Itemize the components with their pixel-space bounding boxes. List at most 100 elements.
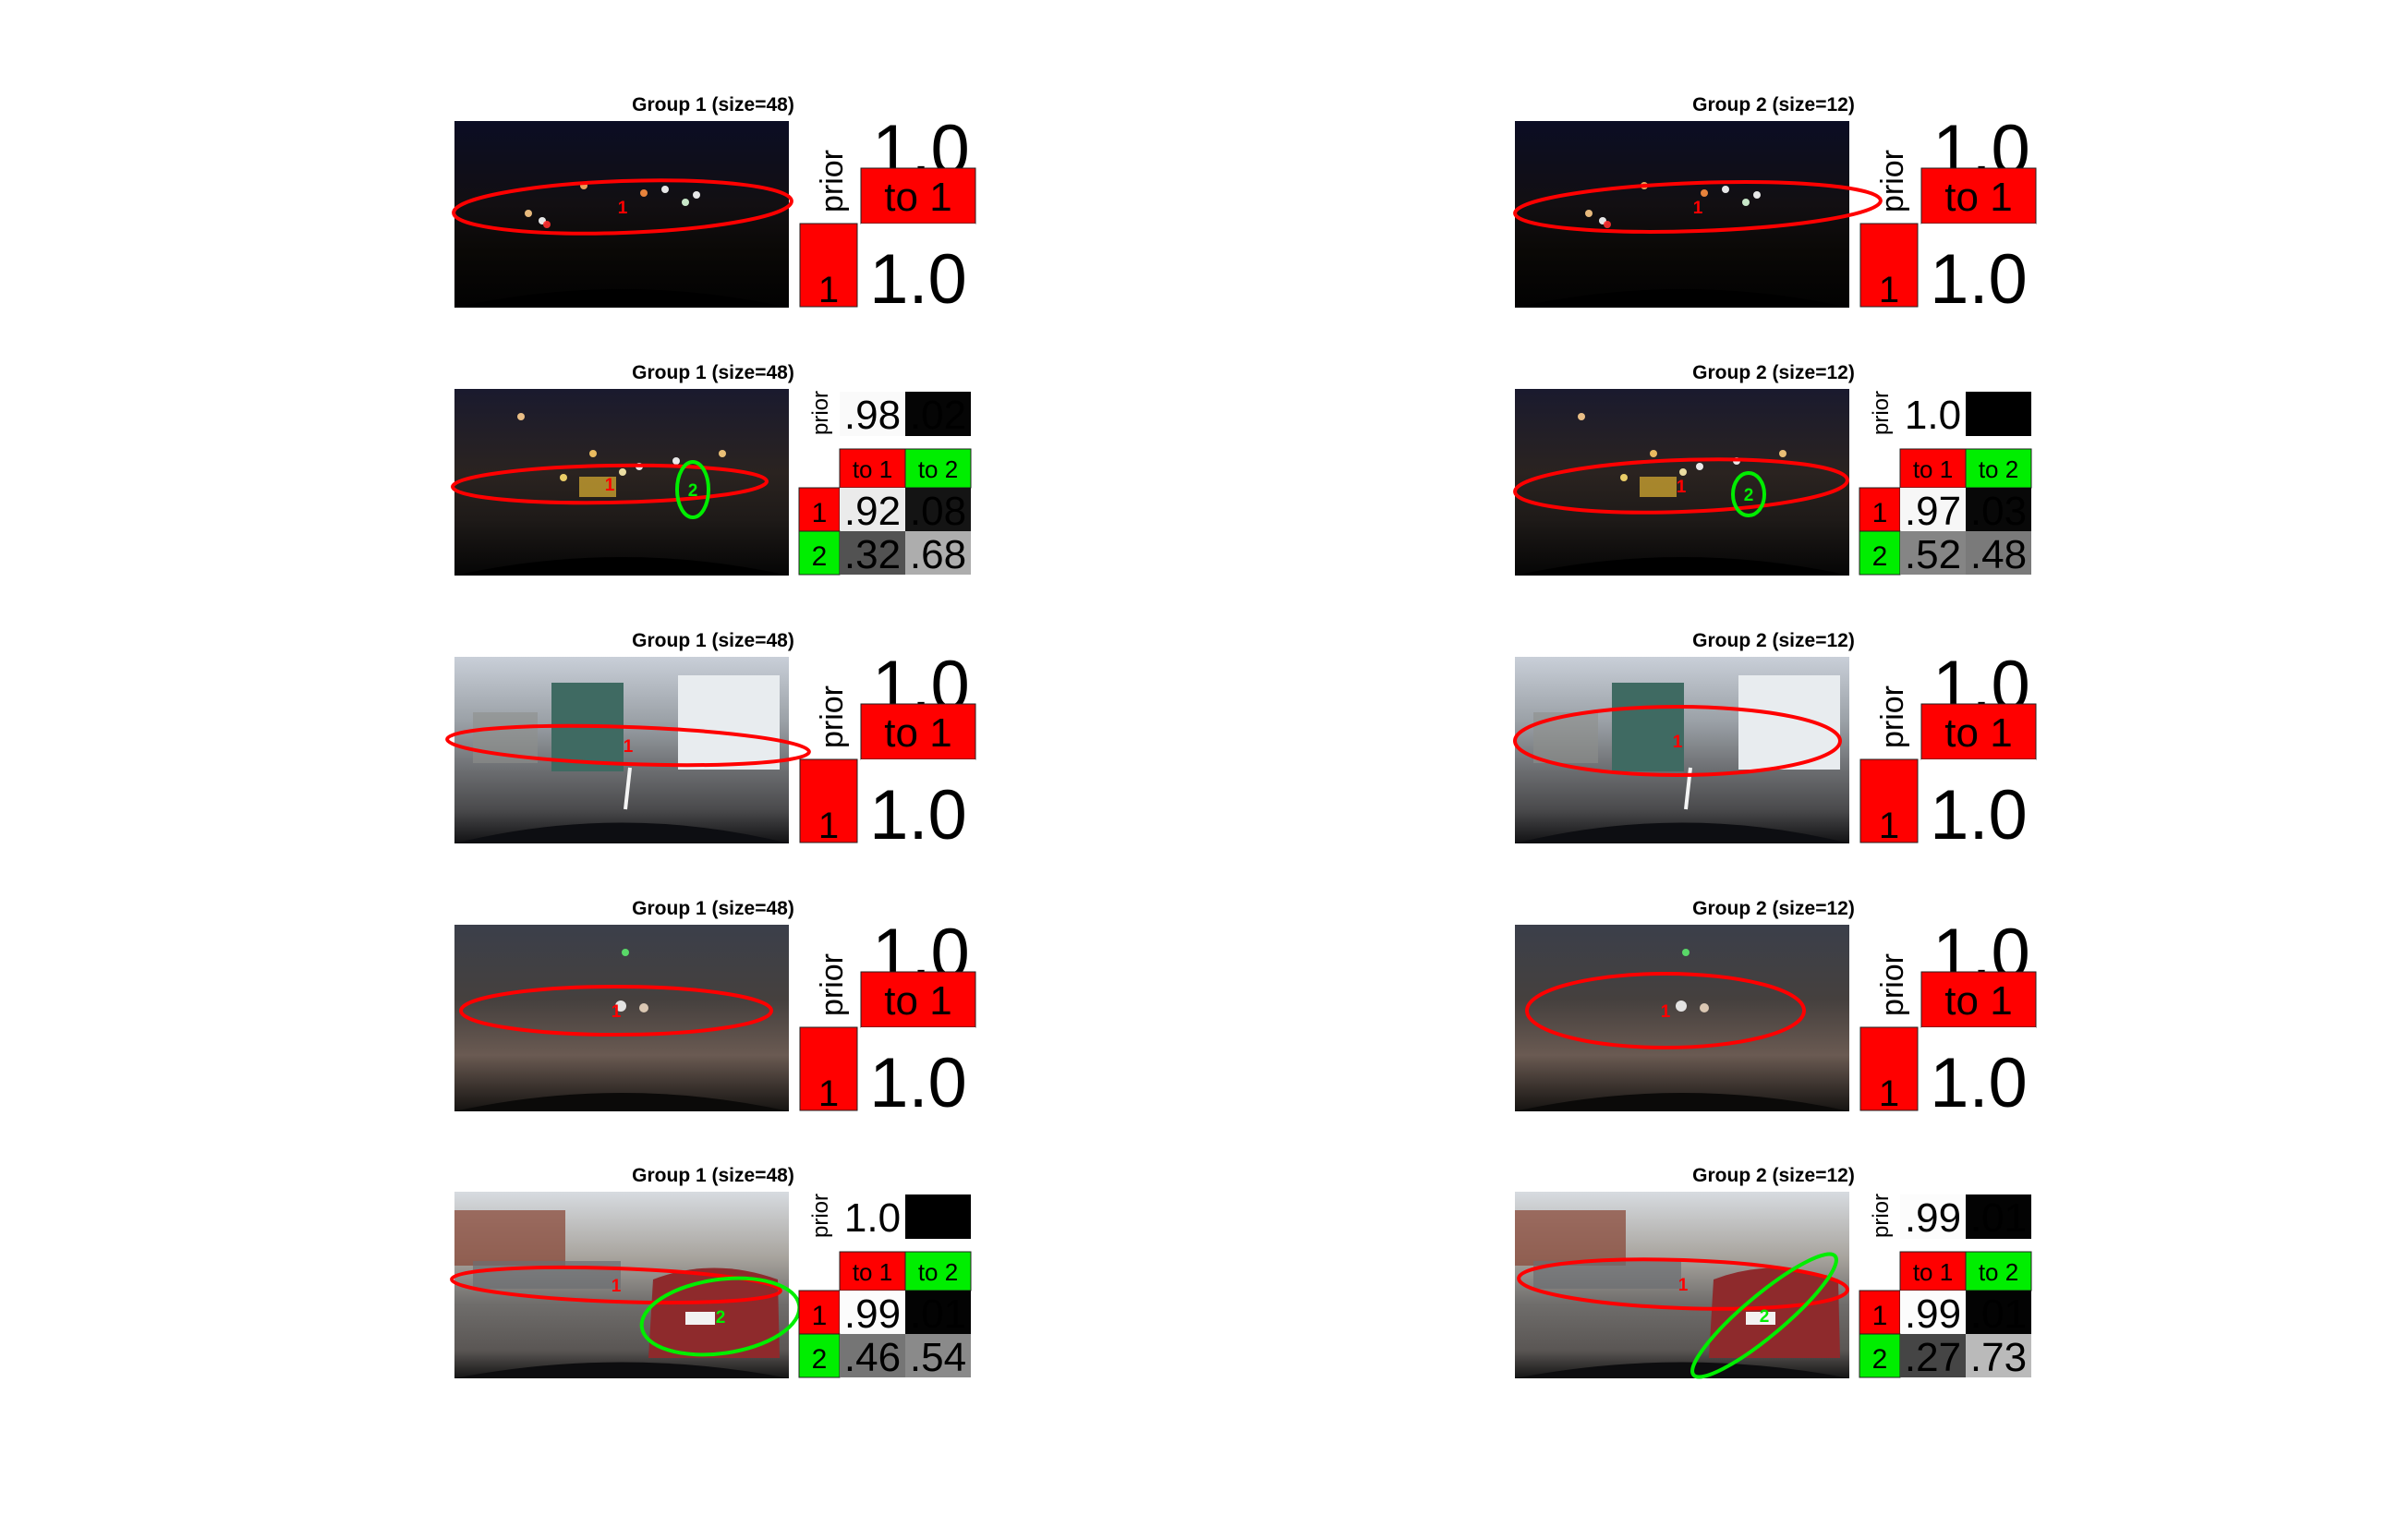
panel-7: Group 1 (size=48)1 prior 1.0to 11 1.0 [454,898,976,1122]
prior-cell-2 [905,1194,971,1239]
cluster-ellipse-1 [1513,457,1849,515]
cell-1-2 [1966,488,2031,531]
to-1-label: to 1 [1944,978,2012,1024]
to-1-label: to 1 [1913,1258,1953,1286]
cell-1-2-value: .01 [1970,1291,2027,1337]
cluster-ellipse-1 [452,178,793,236]
cell-2-2-value: .54 [910,1335,966,1380]
cluster-ellipse-1 [445,723,811,768]
street-light [1578,413,1585,420]
to-1-label: to 1 [1944,710,2012,756]
cluster-tag-1: 1 [1673,733,1683,752]
row-1-label: 1 [1872,498,1888,528]
row-1-label-box [1859,1290,1901,1335]
cluster-ellipse-1 [1517,1257,1849,1311]
prior-cell-1 [1900,1194,1966,1239]
cell-1-2-value: .08 [910,489,966,534]
cluster-tag-2: 2 [688,481,698,501]
prior-cell-1 [840,1194,905,1239]
building [1515,1210,1626,1266]
headlight [615,1000,626,1012]
dashboard [1515,822,1849,843]
prior-label: prior [808,391,833,435]
cell-2-2 [905,531,971,575]
street-light [1620,474,1628,481]
street-light [640,189,648,197]
traffic-light [622,949,629,956]
photo-background [454,121,789,308]
row-1-label-box [799,223,858,308]
prior-cell-2 [1966,1194,2031,1239]
street-light [525,210,532,217]
dashboard [1515,1093,1849,1111]
dashboard [454,822,789,843]
street-light [589,450,597,457]
license-plate [1746,1312,1775,1325]
to-2-label: to 2 [918,455,958,483]
street-light [719,450,726,457]
to-1-label: to 1 [884,710,951,756]
prior-label: prior [808,1194,833,1238]
to-1-header [860,167,976,224]
cell-1-1-value: 1.0 [869,776,967,855]
transition-matrix: prior 1.0to 11 1.0 [799,647,976,855]
prior-label: prior [815,685,850,748]
prior-label: prior [1869,1194,1894,1238]
cell-2-1 [1900,531,1966,575]
taxi [579,477,616,497]
street-light [1742,199,1750,206]
to-1-header [1899,448,1967,489]
street-light [1701,189,1708,197]
cell-2-1-value: .27 [1905,1335,1961,1380]
to-1-label: to 1 [884,175,951,220]
row-2-label-box [798,530,841,576]
panel-title: Group 2 (size=12) [1692,94,1855,115]
row-1-label: 1 [1879,1073,1899,1114]
dashcam-photo [1515,389,1849,576]
dashcam-photo [1515,657,1849,843]
prior-label: prior [815,150,850,212]
cluster-tag-2: 2 [1760,1307,1770,1327]
street-light [543,221,551,228]
street-light [693,191,700,199]
dashboard [454,557,789,576]
cluster-ellipse-1 [1513,180,1883,234]
cluster-ellipse-1 [1513,705,1842,777]
row-1-label: 1 [812,498,828,528]
to-1-header [839,448,906,489]
row-1-label: 1 [1879,270,1899,310]
street-light [1604,221,1611,228]
prior-cell-1 [840,392,905,436]
to-1-label: to 1 [1913,455,1953,483]
prior-value-2: .02 [910,393,966,438]
street-light [1779,450,1786,457]
transition-matrix: prior 1.0.00 to 1 to 2 1 .97.03 2 .52.48 [1859,391,2032,577]
transition-matrix: prior .98.02 to 1 to 2 1 .92.08 2 .32.68 [798,391,972,577]
street-light [672,457,680,465]
dashcam-photo [454,121,789,308]
row-2-label: 2 [1872,1344,1888,1375]
cell-1-1 [861,759,975,843]
street-light [1650,450,1657,457]
to-1-header [839,1251,906,1291]
truck-right [1738,675,1840,770]
license-plate [685,1312,715,1325]
panel-title: Group 2 (size=12) [1692,1165,1855,1186]
dashcam-photo [454,1192,789,1378]
to-1-label: to 1 [1944,175,2012,220]
row-1-label-box [1859,223,1919,308]
panel-2: Group 2 (size=12)1 prior 1.0to 11 1.0 [1513,94,2037,319]
prior-value-1: 1.0 [1905,393,1961,438]
prior-cell-2 [1966,392,2031,436]
dashcam-photo [1515,925,1849,1111]
cell-1-1 [840,1291,905,1334]
prior-value-2: .01 [1970,1195,2027,1241]
row-1-label-box [1859,758,1919,843]
cluster-tag-2: 2 [1744,486,1754,505]
prior-cell-1 [1900,392,1966,436]
headlight [1700,1003,1709,1013]
cluster-ellipse-1 [1525,972,1806,1049]
cell-1-2-value: .01 [910,1291,966,1337]
cell-1-2-value: .03 [1970,489,2027,534]
